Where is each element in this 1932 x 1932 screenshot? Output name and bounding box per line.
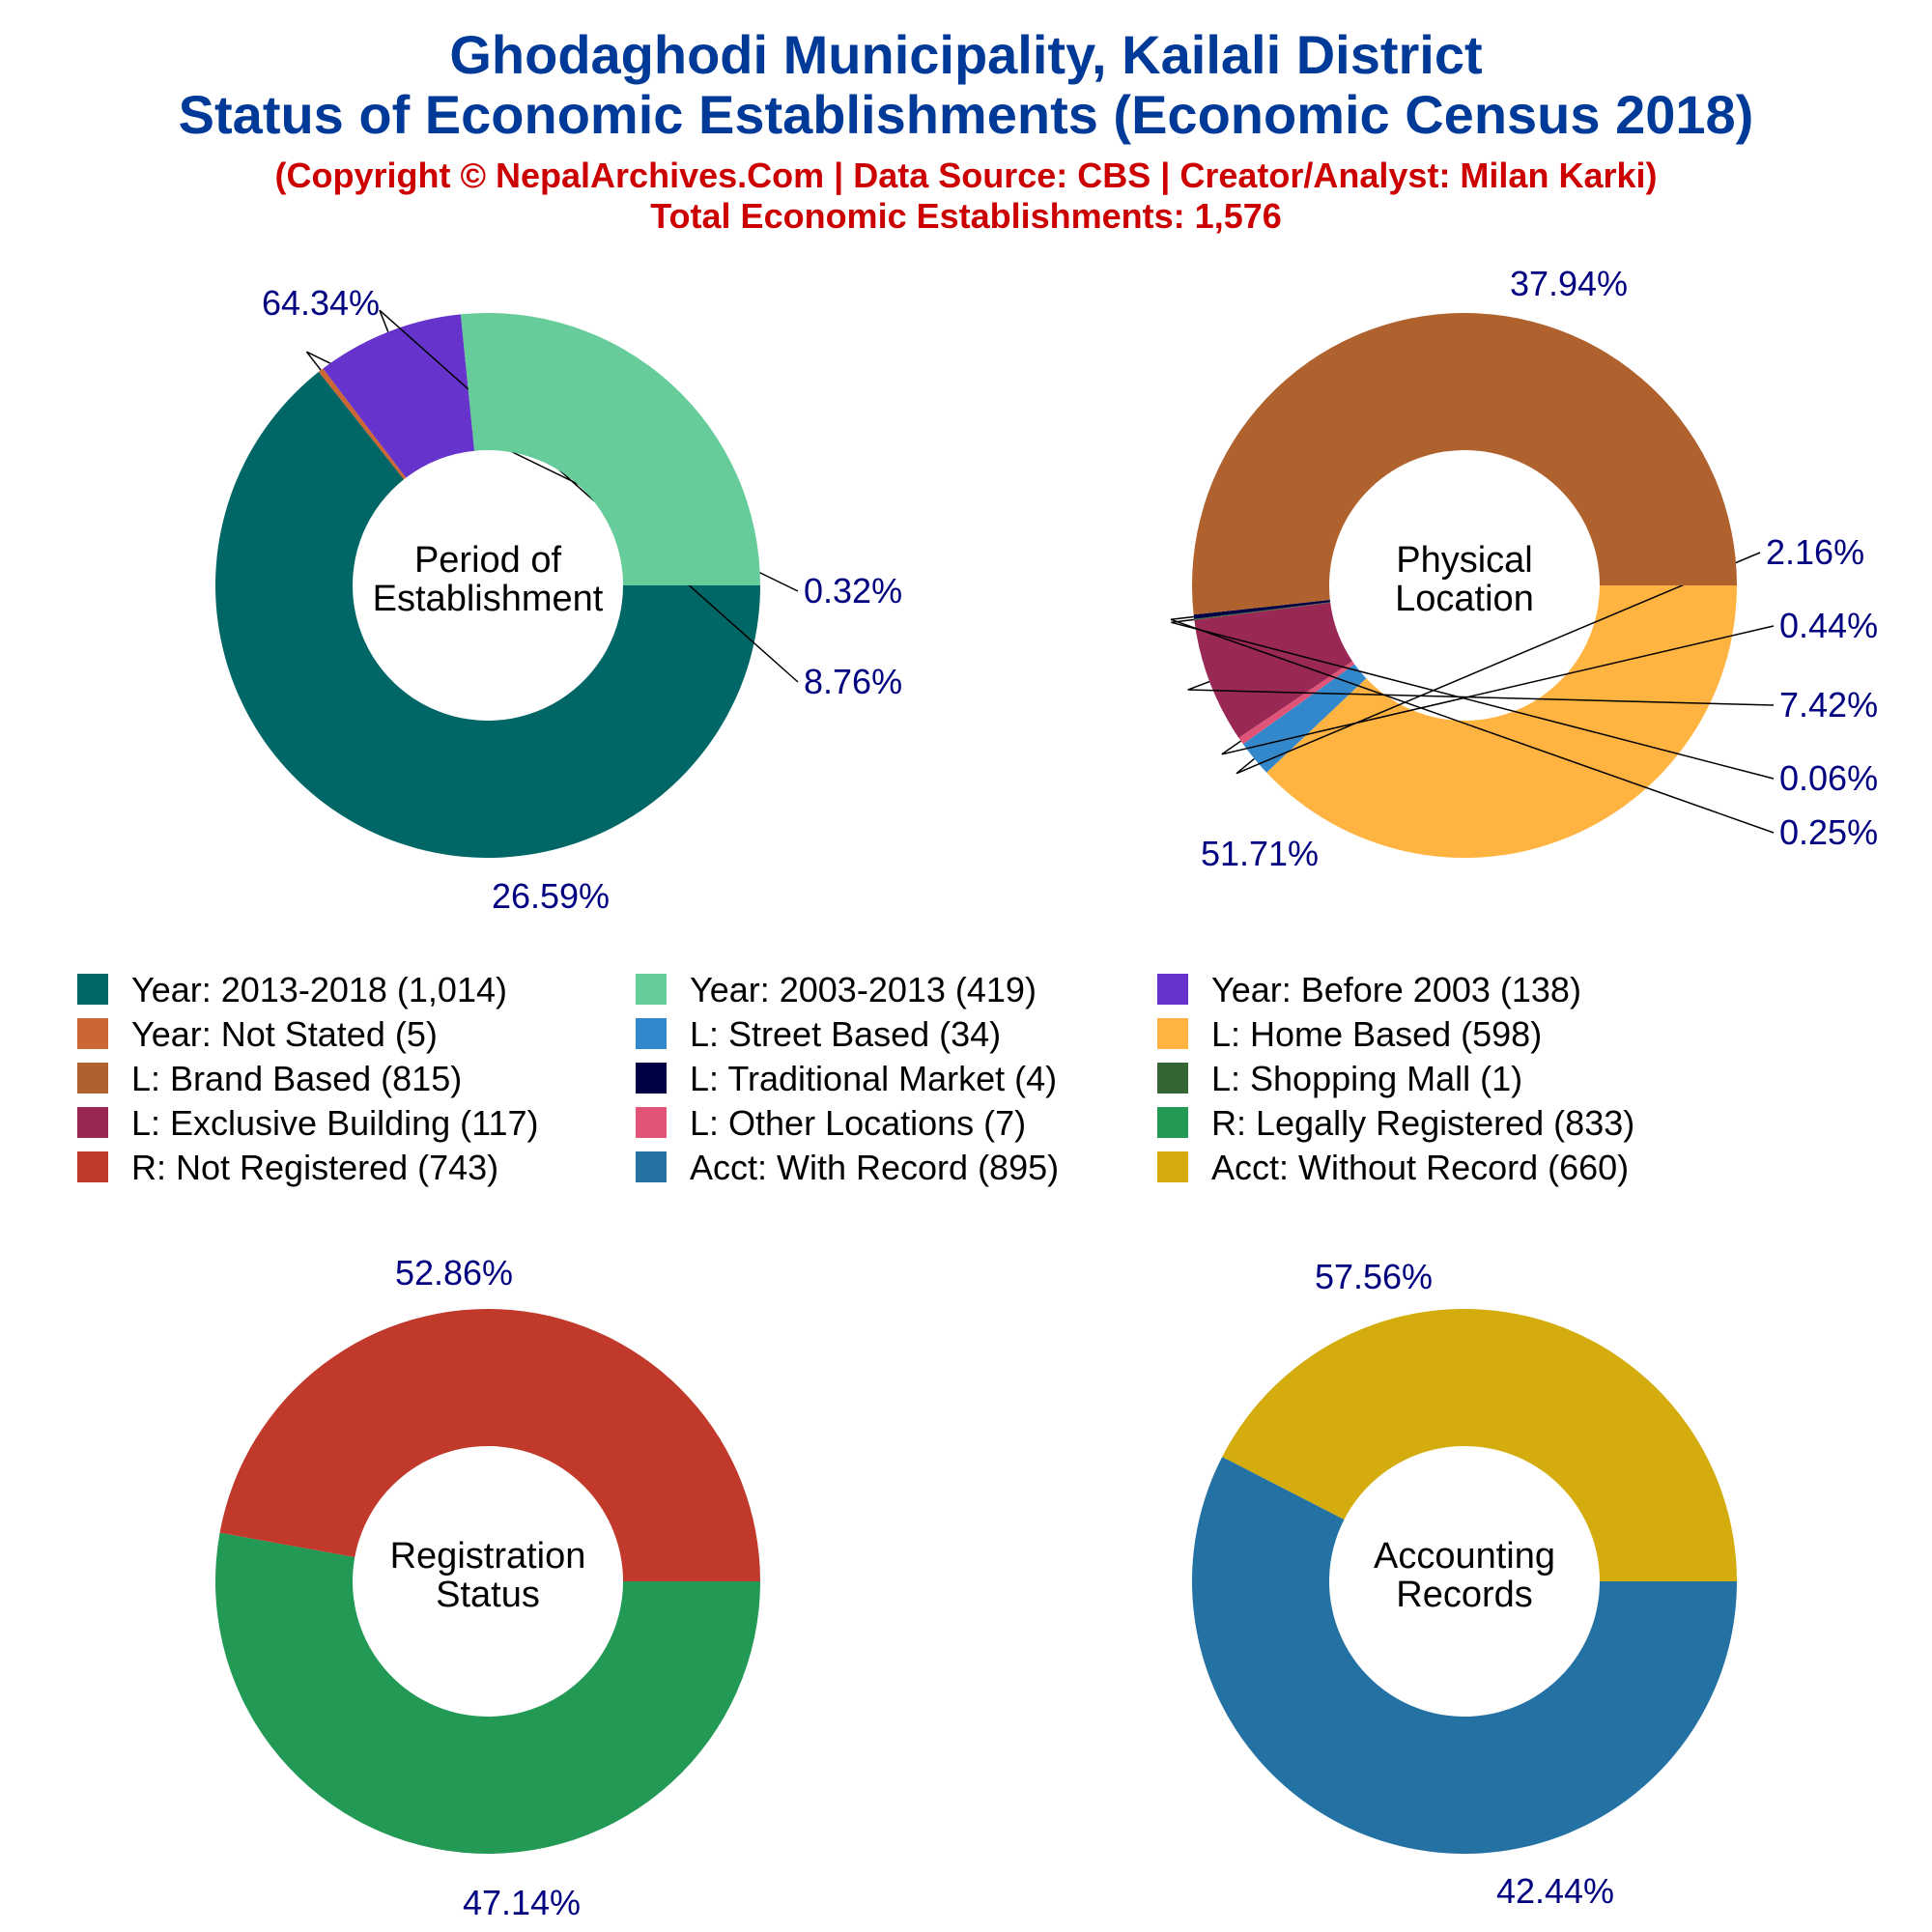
pie-slice bbox=[318, 368, 407, 480]
legend-item: R: Legally Registered (833) bbox=[1157, 1103, 1634, 1143]
slice-percent-label: 0.44% bbox=[1779, 606, 1878, 645]
legend-item: Year: Not Stated (5) bbox=[77, 1014, 438, 1054]
pie-slice bbox=[1238, 661, 1355, 745]
slice-percent-label: 8.76% bbox=[804, 662, 902, 701]
legend-item: L: Street Based (34) bbox=[636, 1014, 1001, 1054]
legend-swatch bbox=[77, 1018, 108, 1049]
leader-line bbox=[1171, 618, 1775, 780]
chart-subtitle-copyright: (Copyright © NepalArchives.Com | Data So… bbox=[275, 156, 1658, 196]
legend-swatch bbox=[636, 1107, 667, 1138]
legend-label: L: Street Based (34) bbox=[690, 1014, 1001, 1054]
donut-center-label: Accounting bbox=[1374, 1536, 1555, 1577]
slice-percent-label: 47.14% bbox=[463, 1883, 581, 1922]
legend-swatch bbox=[77, 974, 108, 1005]
legend-label: Acct: With Record (895) bbox=[690, 1148, 1059, 1187]
legend-swatch bbox=[77, 1107, 108, 1138]
leader-line bbox=[1187, 680, 1775, 706]
donut-center-label: Registration bbox=[390, 1536, 586, 1577]
legend-item: Year: Before 2003 (138) bbox=[1157, 970, 1581, 1009]
slice-percent-label: 26.59% bbox=[492, 876, 610, 916]
legend: Year: 2013-2018 (1,014) Year: 2003-2013 (… bbox=[77, 970, 1634, 1187]
slice-percent-label: 57.56% bbox=[1315, 1257, 1433, 1296]
donut-center-label: Location bbox=[1395, 579, 1534, 619]
legend-swatch bbox=[636, 1063, 667, 1094]
legend-item: R: Not Registered (743) bbox=[77, 1148, 498, 1187]
donut-chart-1: 64.34% 0.32% 8.76% 26.59% Period ofEstablish… bbox=[215, 283, 902, 916]
legend-swatch bbox=[1157, 1107, 1188, 1138]
legend-item: Acct: Without Record (660) bbox=[1157, 1148, 1629, 1187]
slice-percent-label: 37.94% bbox=[1510, 264, 1628, 303]
legend-label: L: Shopping Mall (1) bbox=[1211, 1059, 1522, 1098]
legend-swatch bbox=[636, 1018, 667, 1049]
donut-center-label: Physical bbox=[1396, 540, 1533, 581]
legend-label: Year: Before 2003 (138) bbox=[1211, 970, 1581, 1009]
legend-label: Year: 2013-2018 (1,014) bbox=[131, 970, 507, 1009]
legend-label: L: Exclusive Building (117) bbox=[131, 1103, 539, 1143]
legend-item: Acct: With Record (895) bbox=[636, 1148, 1059, 1187]
pie-slice bbox=[1194, 602, 1352, 738]
legend-label: L: Home Based (598) bbox=[1211, 1014, 1542, 1054]
leader-line bbox=[1221, 625, 1775, 755]
legend-item: Year: 2003-2013 (419) bbox=[636, 970, 1037, 1009]
legend-swatch bbox=[1157, 974, 1188, 1005]
slice-percent-label: 0.25% bbox=[1779, 812, 1878, 852]
legend-item: L: Home Based (598) bbox=[1157, 1014, 1542, 1054]
legend-label: R: Not Registered (743) bbox=[131, 1148, 498, 1187]
pie-slice bbox=[1222, 1309, 1737, 1581]
legend-label: L: Brand Based (815) bbox=[131, 1059, 462, 1098]
pie-slice bbox=[1266, 585, 1737, 858]
slice-percent-label: 0.06% bbox=[1779, 758, 1878, 798]
pie-slice bbox=[1242, 664, 1367, 773]
legend-item: L: Traditional Market (4) bbox=[636, 1059, 1057, 1098]
legend-item: L: Shopping Mall (1) bbox=[1157, 1059, 1522, 1098]
legend-label: Year: 2003-2013 (419) bbox=[690, 970, 1037, 1009]
legend-label: Year: Not Stated (5) bbox=[131, 1014, 438, 1054]
legend-swatch bbox=[1157, 1018, 1188, 1049]
pie-slice bbox=[215, 371, 761, 859]
chart-title-line2: Status of Economic Establishments (Econo… bbox=[179, 84, 1754, 145]
pie-slice bbox=[1192, 313, 1737, 615]
legend-label: Acct: Without Record (660) bbox=[1211, 1148, 1629, 1187]
donut-center-label: Period of bbox=[414, 540, 562, 581]
slice-percent-label: 2.16% bbox=[1766, 532, 1864, 572]
leader-line bbox=[1236, 552, 1761, 775]
chart-title-line1: Ghodaghodi Municipality, Kailali Distric… bbox=[449, 24, 1482, 85]
legend-swatch bbox=[1157, 1063, 1188, 1094]
pie-slice bbox=[460, 313, 760, 585]
donut-charts-group: 64.34% 0.32% 8.76% 26.59% Period ofEstablish… bbox=[214, 264, 1878, 1922]
pie-slice bbox=[1192, 1457, 1737, 1854]
slice-percent-label: 51.71% bbox=[1201, 834, 1319, 873]
legend-label: L: Traditional Market (4) bbox=[690, 1059, 1057, 1098]
slice-percent-label: 7.42% bbox=[1779, 685, 1878, 724]
pie-slice bbox=[214, 1532, 761, 1855]
slice-percent-label: 0.32% bbox=[804, 571, 902, 611]
legend-item: L: Other Locations (7) bbox=[636, 1103, 1026, 1143]
chart-subtitle-total: Total Economic Establishments: 1,576 bbox=[650, 196, 1282, 236]
slice-percent-label: 64.34% bbox=[262, 283, 380, 323]
donut-center-label: Records bbox=[1396, 1575, 1533, 1615]
legend-swatch bbox=[636, 1151, 667, 1182]
legend-label: L: Other Locations (7) bbox=[690, 1103, 1026, 1143]
pie-slice bbox=[323, 314, 475, 478]
legend-item: L: Brand Based (815) bbox=[77, 1059, 462, 1098]
slice-percent-label: 52.86% bbox=[395, 1253, 513, 1293]
slice-percent-label: 42.44% bbox=[1496, 1871, 1614, 1911]
legend-item: L: Exclusive Building (117) bbox=[77, 1103, 539, 1143]
pie-slice bbox=[219, 1309, 760, 1581]
donut-center-label: Establishment bbox=[373, 579, 604, 619]
pie-slice bbox=[1193, 600, 1331, 619]
pie-slice bbox=[1194, 602, 1331, 620]
leader-line bbox=[1170, 615, 1775, 834]
legend-swatch bbox=[1157, 1151, 1188, 1182]
legend-label: R: Legally Registered (833) bbox=[1211, 1103, 1634, 1143]
legend-swatch bbox=[77, 1151, 108, 1182]
donut-center-label: Status bbox=[436, 1575, 540, 1615]
legend-swatch bbox=[77, 1063, 108, 1094]
donut-chart-2: 37.94% 2.16% 0.44% 7.42% 0.06% 0.25% 51.71% Phy… bbox=[1170, 264, 1878, 873]
legend-swatch bbox=[636, 974, 667, 1005]
legend-item: Year: 2013-2018 (1,014) bbox=[77, 970, 507, 1009]
